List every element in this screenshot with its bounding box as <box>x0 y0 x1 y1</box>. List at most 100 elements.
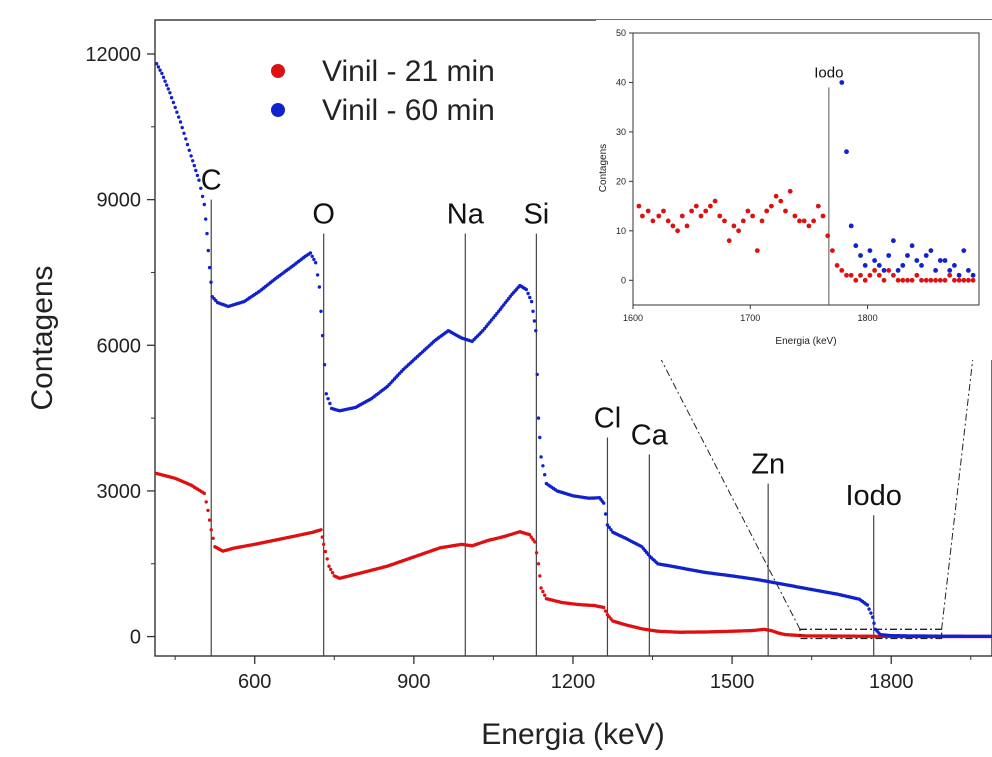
data-point-60min <box>317 285 322 289</box>
data-point-60min <box>536 416 541 420</box>
x-tick-label: 1200 <box>551 671 596 693</box>
inset-data-point-60min <box>900 263 906 268</box>
inset-data-point-21min <box>726 238 732 244</box>
inset-data-point-60min <box>970 272 976 278</box>
inset-data-point-21min <box>858 272 863 278</box>
data-point-60min <box>189 154 193 158</box>
inset-data-point-60min <box>966 268 971 273</box>
inset-data-point-21min <box>970 277 976 283</box>
data-point-60min <box>197 178 201 182</box>
data-point-60min <box>524 287 528 292</box>
data-point-21min <box>527 532 532 537</box>
inset-data-point-21min <box>778 198 784 204</box>
inset-data-point-60min <box>947 268 953 273</box>
inset-data-point-21min <box>815 203 821 209</box>
inset-data-point-21min <box>712 198 718 204</box>
data-point-60min <box>169 96 174 100</box>
x-tick-label: 1500 <box>710 671 755 693</box>
x-tick-label: 900 <box>397 671 430 693</box>
inset-data-point-21min <box>862 277 868 283</box>
element-label: Iodo <box>845 480 901 512</box>
data-point-21min <box>539 586 543 590</box>
data-point-21min <box>602 605 606 610</box>
inset-data-point-21min <box>787 188 793 194</box>
data-point-60min <box>605 523 610 527</box>
inset-data-point-60min <box>891 238 896 244</box>
inset-data-point-60min <box>952 263 957 268</box>
data-point-21min <box>330 571 335 575</box>
inset-y-axis-title: Contagens <box>598 144 609 192</box>
data-point-60min <box>871 615 875 619</box>
inset-x-tick-label: 1700 <box>740 313 760 323</box>
data-point-21min <box>329 567 333 572</box>
inset-y-tick-label: 50 <box>616 28 626 38</box>
inset-data-point-21min <box>825 233 831 239</box>
data-point-60min <box>206 248 210 253</box>
legend: Vinil - 21 min Vinil - 60 min <box>271 55 495 127</box>
data-point-60min <box>872 621 876 625</box>
inset-data-point-21min <box>679 213 685 219</box>
inset-data-point-60min <box>937 258 943 263</box>
data-point-60min <box>200 194 205 199</box>
inset-data-point-60min <box>905 253 910 258</box>
x-tick-label: 1800 <box>869 671 914 693</box>
data-point-60min <box>177 115 181 119</box>
inset-data-point-60min <box>844 149 849 155</box>
data-point-60min <box>185 142 190 147</box>
data-point-60min <box>535 372 539 377</box>
data-point-60min <box>195 173 200 178</box>
inset-data-point-60min <box>961 248 967 254</box>
element-label: Zn <box>751 449 785 481</box>
inset-plot-frame <box>632 32 980 306</box>
inset-data-point-60min <box>886 253 892 258</box>
data-point-21min <box>322 542 326 546</box>
inset-data-point-21min <box>722 218 727 224</box>
data-point-60min <box>529 299 534 304</box>
data-point-60min <box>156 65 161 69</box>
data-point-60min <box>528 295 532 300</box>
inset-data-point-60min <box>862 263 868 268</box>
data-point-60min <box>314 261 318 265</box>
inset-data-point-60min <box>881 268 887 273</box>
inset-data-point-21min <box>961 277 967 283</box>
data-point-21min <box>541 589 545 594</box>
inset-data-point-60min <box>956 272 962 278</box>
data-point-60min <box>173 105 177 110</box>
data-point-21min <box>536 562 541 566</box>
data-point-60min <box>205 231 209 236</box>
inset-data-point-21min <box>919 277 924 283</box>
inset-data-point-21min <box>848 272 854 278</box>
data-point-21min <box>204 500 208 504</box>
inset-data-point-21min <box>703 208 709 214</box>
inset-x-axis-title: Energia (keV) <box>775 336 836 347</box>
inset-data-point-21min <box>750 213 755 219</box>
data-point-60min <box>326 397 330 401</box>
inset-data-point-21min <box>900 277 906 283</box>
data-point-60min <box>207 265 212 270</box>
y-axis-title: Contagens <box>26 265 59 410</box>
inset-data-point-60min <box>909 243 915 249</box>
data-point-60min <box>204 217 208 221</box>
legend-label-21min: Vinil - 21 min <box>322 55 495 88</box>
inset-x-tick-label: 1800 <box>858 313 878 323</box>
inset-data-point-60min <box>923 253 929 258</box>
data-point-21min <box>533 540 537 544</box>
inset-data-point-60min <box>867 248 873 254</box>
element-label: O <box>312 199 335 231</box>
inset-data-point-60min <box>872 258 877 263</box>
data-point-60min <box>609 528 613 532</box>
y-tick-label: 3000 <box>97 481 142 503</box>
inset-data-point-21min <box>820 213 826 219</box>
data-point-60min <box>869 611 873 615</box>
data-point-60min <box>199 186 203 190</box>
data-point-21min <box>211 536 215 540</box>
data-point-60min <box>194 168 198 173</box>
inset-data-point-60min <box>853 243 859 249</box>
data-point-60min <box>541 464 545 468</box>
data-point-21min <box>603 609 608 613</box>
inset-data-point-21min <box>876 272 882 278</box>
inset-data-point-21min <box>834 263 840 268</box>
data-point-60min <box>187 148 191 152</box>
inset-data-point-21min <box>844 272 849 278</box>
